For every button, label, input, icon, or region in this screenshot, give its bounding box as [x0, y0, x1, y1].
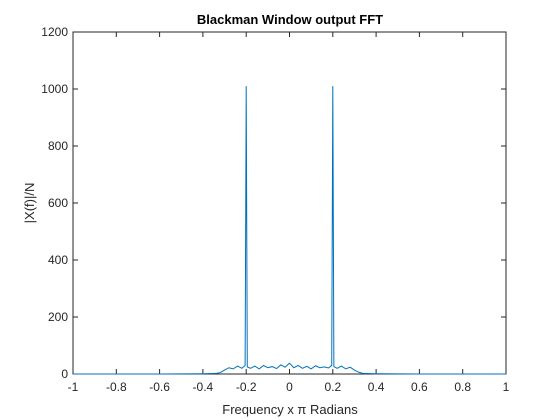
y-tick-label: 0: [61, 367, 68, 381]
x-tick-label: 0.6: [411, 380, 428, 394]
x-tick-label: -0.4: [193, 380, 214, 394]
x-tick-label: -0.2: [236, 380, 257, 394]
x-tick-label: 0: [286, 380, 293, 394]
y-axis-label: |X(f)|/N: [22, 183, 37, 224]
x-tick-label: -0.6: [149, 380, 170, 394]
y-tick-label: 200: [48, 310, 68, 324]
x-tick-label: 0.2: [324, 380, 341, 394]
x-tick-label: -1: [68, 380, 79, 394]
x-tick-label: 1: [503, 380, 510, 394]
y-tick-label: 400: [48, 253, 68, 267]
y-tick-label: 800: [48, 139, 68, 153]
x-axis-label: Frequency x π Radians: [222, 402, 358, 417]
line: [73, 86, 506, 375]
x-tick-label: 0.8: [454, 380, 471, 394]
y-tick-label: 600: [48, 196, 68, 210]
x-tick-label: 0.4: [368, 380, 385, 394]
x-tick-label: -0.8: [106, 380, 127, 394]
chart-title: Blackman Window output FFT: [197, 12, 383, 27]
y-tick-label: 1200: [41, 25, 68, 39]
y-tick-label: 1000: [41, 82, 68, 96]
